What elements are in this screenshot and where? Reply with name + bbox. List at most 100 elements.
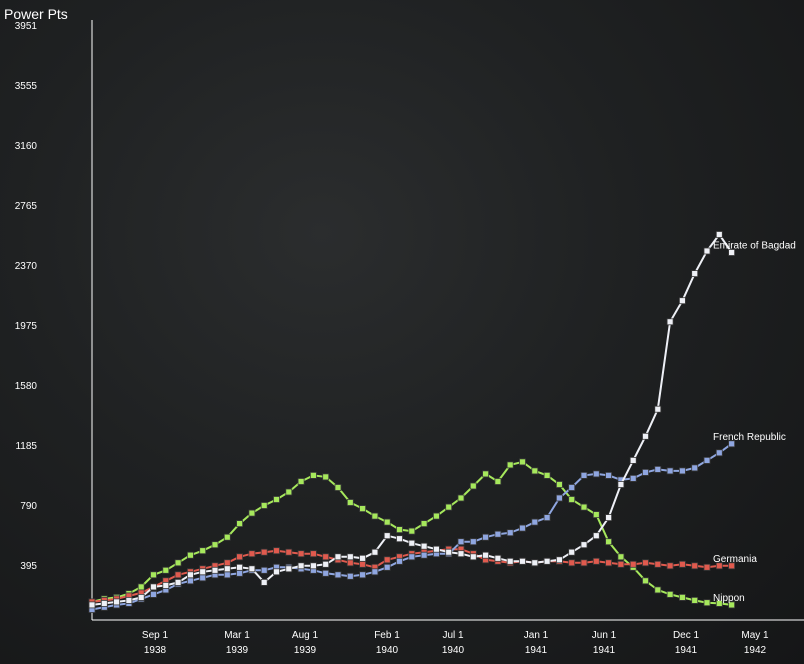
series-labels: Nippon Germania French Republic Emirate of … [713, 241, 796, 604]
data-point-nippon [715, 600, 723, 607]
data-point-french-republic [260, 566, 268, 574]
data-point-nippon [506, 461, 514, 469]
data-point-germania [605, 559, 612, 567]
data-point-emirate-of-bagdad [297, 562, 305, 570]
data-point-nippon [580, 503, 588, 511]
data-point-french-republic [654, 465, 662, 473]
data-point-french-republic [691, 464, 699, 472]
data-point-germania [642, 559, 649, 567]
data-point-nippon [568, 496, 576, 503]
data-point-emirate-of-bagdad [371, 548, 379, 556]
data-point-emirate-of-bagdad [506, 557, 514, 565]
data-point-nippon [666, 591, 674, 598]
data-point-emirate-of-bagdad [666, 318, 674, 326]
data-point-nippon [199, 547, 207, 555]
data-point-emirate-of-bagdad [728, 249, 735, 256]
data-point-emirate-of-bagdad [150, 583, 157, 591]
data-point-nippon [432, 512, 440, 520]
data-point-germania [248, 550, 256, 558]
data-point-emirate-of-bagdad [654, 405, 662, 413]
data-point-emirate-of-bagdad [285, 565, 293, 573]
data-point-french-republic [494, 530, 502, 538]
data-point-nippon [371, 512, 379, 520]
data-point-emirate-of-bagdad [592, 532, 600, 540]
data-point-french-republic [531, 518, 539, 526]
data-point-french-republic [592, 470, 600, 478]
y-tick-label: 2370 [15, 261, 38, 272]
data-point-emirate-of-bagdad [715, 231, 723, 238]
data-point-nippon [334, 484, 342, 491]
data-point-french-republic [605, 471, 612, 479]
x-tick-month: Sep 1 [142, 630, 169, 641]
data-point-emirate-of-bagdad [113, 598, 120, 606]
data-point-emirate-of-bagdad [531, 559, 539, 567]
data-point-emirate-of-bagdad [691, 270, 699, 278]
data-point-nippon [703, 599, 711, 607]
x-tick-month: May 1 [741, 630, 769, 641]
x-tick-month: Jun 1 [592, 630, 617, 641]
data-point-nippon [396, 526, 403, 533]
data-point-french-republic [236, 569, 244, 577]
data-point-nippon [617, 553, 625, 561]
data-point-nippon [297, 478, 305, 485]
data-point-nippon [445, 503, 453, 511]
x-tick-month: Aug 1 [292, 630, 319, 641]
data-point-nippon [346, 499, 354, 506]
data-point-french-republic [715, 449, 723, 457]
data-point-french-republic [371, 568, 379, 576]
data-point-french-republic [420, 551, 428, 559]
y-tick-label: 3951 [15, 21, 38, 32]
data-point-french-republic [642, 468, 649, 476]
data-point-emirate-of-bagdad [100, 600, 108, 607]
data-point-emirate-of-bagdad [556, 556, 563, 564]
data-point-emirate-of-bagdad [88, 601, 96, 609]
data-point-french-republic [346, 572, 354, 580]
data-point-germania [617, 560, 625, 568]
data-point-nippon [359, 505, 367, 513]
data-point-french-republic [679, 467, 686, 475]
data-point-germania [568, 559, 576, 567]
y-axis-ticks: 3951 3555 3160 2765 2370 1975 1580 1185 790 395 [15, 21, 38, 572]
data-point-germania [236, 553, 244, 561]
data-point-nippon [260, 502, 268, 509]
data-point-emirate-of-bagdad [199, 568, 207, 576]
data-point-french-republic [469, 538, 477, 546]
data-point-nippon [457, 494, 465, 502]
data-point-germania [629, 560, 637, 568]
data-point-nippon [211, 541, 219, 549]
x-tick-year: 1938 [144, 645, 167, 656]
data-point-nippon [469, 482, 477, 490]
data-point-emirate-of-bagdad [629, 456, 637, 464]
series-emirate-of-bagdad [88, 231, 735, 609]
data-point-french-republic [334, 571, 342, 579]
data-point-emirate-of-bagdad [408, 539, 416, 547]
data-point-emirate-of-bagdad [519, 557, 526, 565]
x-tick-year: 1942 [744, 645, 767, 656]
data-point-nippon [531, 467, 539, 475]
data-point-nippon [605, 538, 612, 546]
data-point-french-republic [186, 577, 194, 585]
x-axis-ticks: Sep 1 1938 Mar 1 1939 Aug 1 1939 Feb 1 1940 Jul … [142, 630, 769, 656]
data-point-french-republic [150, 591, 157, 598]
data-point-nippon [322, 473, 330, 481]
y-tick-label: 1185 [15, 441, 37, 452]
data-point-germania [285, 548, 293, 556]
data-point-nippon [519, 458, 526, 466]
data-point-nippon [383, 518, 391, 526]
data-point-french-republic [322, 569, 330, 577]
y-tick-label: 1975 [15, 321, 38, 332]
x-tick-year: 1940 [376, 645, 399, 656]
y-tick-label: 1580 [15, 381, 38, 392]
data-point-french-republic [383, 563, 391, 571]
data-point-emirate-of-bagdad [457, 550, 465, 558]
data-point-french-republic [482, 533, 490, 541]
x-tick-year: 1941 [675, 645, 698, 656]
data-point-nippon [420, 520, 428, 527]
data-point-nippon [494, 478, 502, 485]
data-point-emirate-of-bagdad [469, 553, 477, 561]
data-point-emirate-of-bagdad [432, 545, 440, 553]
data-point-french-republic [408, 553, 416, 561]
data-point-nippon [543, 471, 551, 479]
data-point-emirate-of-bagdad [494, 554, 502, 562]
